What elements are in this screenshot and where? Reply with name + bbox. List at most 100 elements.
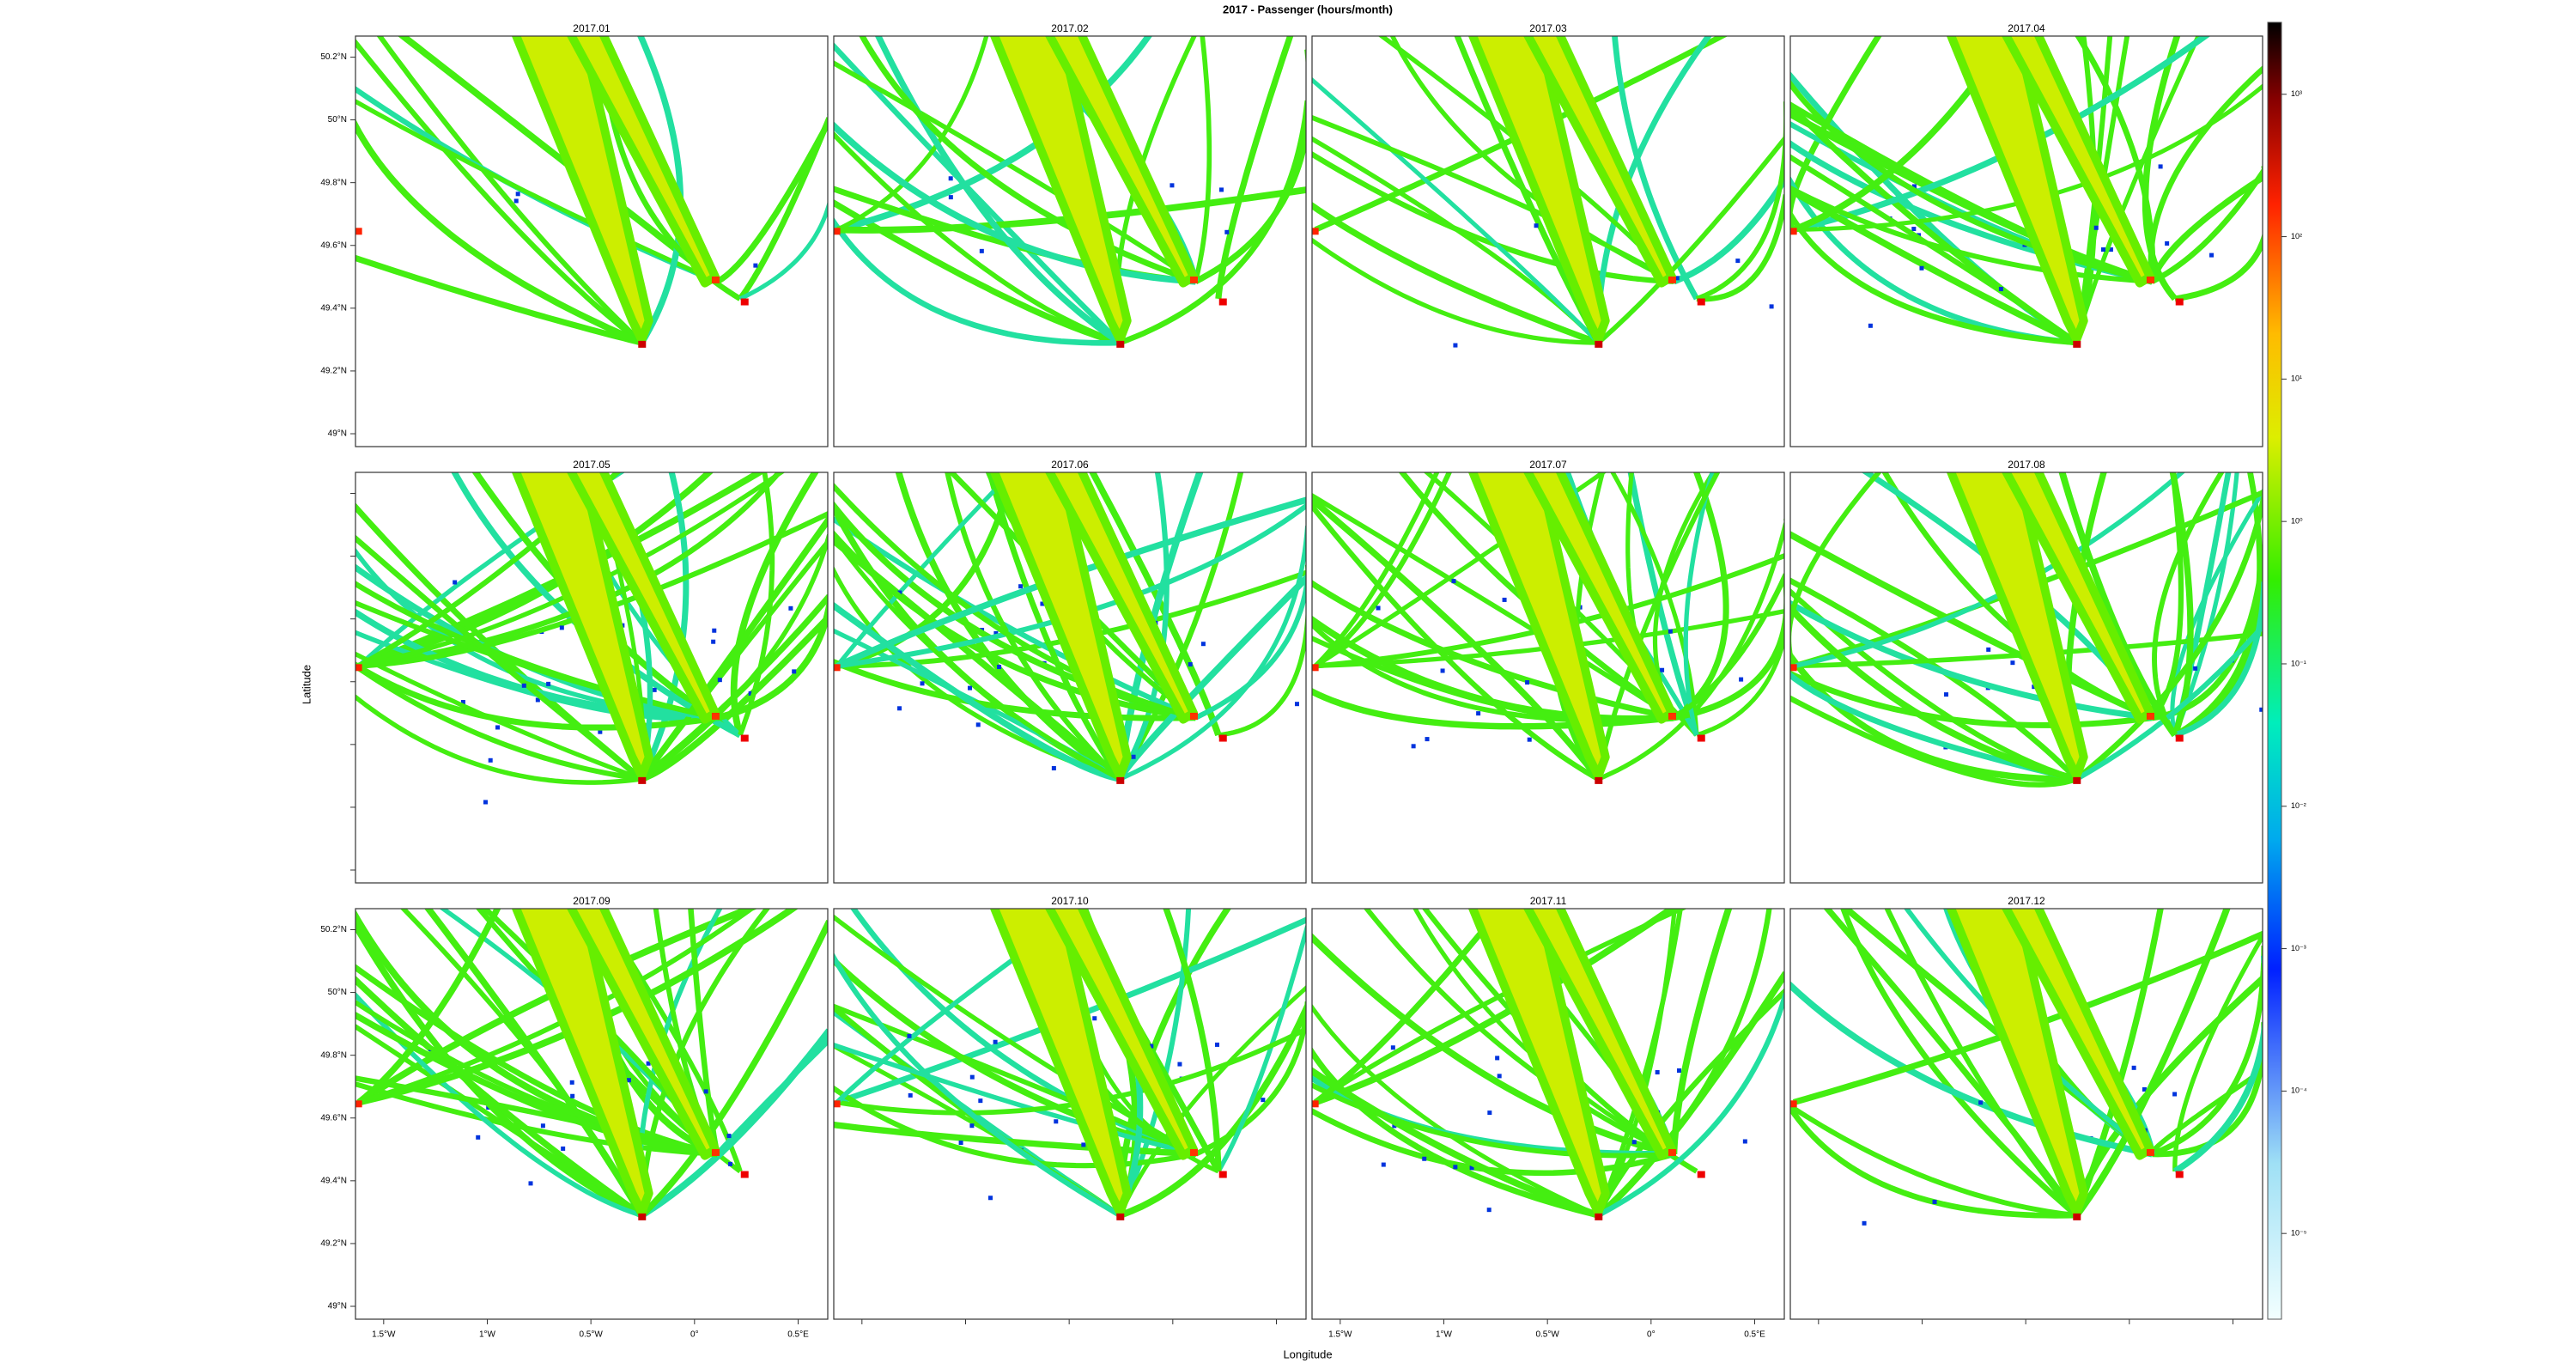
track-dot <box>948 176 953 181</box>
y-tick-label: 50°N <box>328 988 347 997</box>
shipping-lane <box>511 472 653 781</box>
figure-title: 2017 - Passenger (hours/month) <box>1223 3 1393 15</box>
shipping-lane <box>1467 36 1610 344</box>
track-dot <box>1149 1043 1154 1049</box>
ship-track <box>834 658 1196 721</box>
ship-track <box>834 952 1121 1218</box>
port-hotspot <box>355 1100 362 1108</box>
ship-track <box>1683 472 1715 736</box>
port-hotspot <box>1312 664 1319 672</box>
y-tick-label: 49.8°N <box>320 1050 347 1060</box>
track-dot <box>1215 1042 1220 1047</box>
track-dot <box>1381 1162 1386 1167</box>
port-hotspot <box>740 734 749 742</box>
ship-track <box>1596 992 1784 1218</box>
shipping-lane <box>989 36 1132 344</box>
panel-title: 2017.08 <box>2008 459 2045 471</box>
x-tick-label: 0° <box>1647 1330 1656 1340</box>
ship-track <box>2150 168 2263 284</box>
track-dot <box>1739 677 1744 682</box>
ship-track <box>1696 519 1784 738</box>
track-dot <box>1469 1165 1474 1171</box>
ship-track <box>1194 529 1306 721</box>
ship-track <box>835 36 989 232</box>
track-dot <box>1318 725 1322 729</box>
y-tick-label: 49°N <box>328 429 347 439</box>
track-dot <box>570 1093 575 1098</box>
port-hotspot <box>2073 340 2081 348</box>
track-dot <box>897 706 902 711</box>
track-dot <box>993 630 999 636</box>
panel-frame <box>1789 908 2263 1320</box>
port-hotspot <box>1790 1100 1797 1108</box>
x-axis-label: Longitude <box>1283 1348 1332 1360</box>
track-dot <box>1986 647 1991 652</box>
track-dot <box>967 685 972 691</box>
track-dot <box>1919 265 1924 271</box>
port-hotspot <box>1218 1171 1227 1178</box>
x-tick-label: 1.5°W <box>372 1330 396 1340</box>
track-dot <box>1978 1100 1984 1105</box>
y-tick-label: 49.2°N <box>320 1239 347 1249</box>
ship-track <box>355 1081 718 1157</box>
ship-track <box>1363 909 1675 1157</box>
track-layer <box>1790 36 2263 348</box>
track-dot <box>1453 343 1458 348</box>
ship-track <box>2150 472 2184 720</box>
ship-track <box>1116 575 1306 782</box>
ship-track <box>1118 984 1306 1217</box>
track-dot <box>728 1161 733 1166</box>
ship-track <box>1312 933 1675 1158</box>
port-hotspot <box>1697 734 1705 742</box>
ship-track <box>835 36 1153 234</box>
y-tick-label: 50.2°N <box>320 52 347 62</box>
ship-track <box>355 38 644 345</box>
ship-track <box>1389 36 1675 284</box>
port-hotspot <box>1595 776 1603 784</box>
track-layer <box>834 909 1306 1220</box>
track-dot <box>1376 605 1381 611</box>
ship-track <box>358 511 828 669</box>
track-dot <box>997 665 1002 670</box>
ship-track <box>1596 136 1784 345</box>
track-dot <box>958 1141 963 1146</box>
port-hotspot <box>711 276 720 283</box>
ship-track <box>1312 76 1601 344</box>
ship-track <box>738 117 828 301</box>
ship-track <box>355 534 644 782</box>
ship-track <box>1313 472 1440 668</box>
ship-track <box>357 472 714 670</box>
ship-track <box>1194 49 1306 284</box>
ship-track <box>1312 1082 1674 1159</box>
panel-frame <box>833 472 1307 884</box>
track-layer <box>1790 472 2263 788</box>
ship-track <box>1793 83 2263 233</box>
colorbar-tick-label: 10¹ <box>2291 374 2302 383</box>
ship-track <box>1612 36 1699 301</box>
track-dot <box>792 669 797 674</box>
ship-track <box>1790 599 2153 721</box>
panel-title: 2017.07 <box>1529 459 1567 471</box>
y-tick-label: 49.4°N <box>320 1176 347 1185</box>
track-dot <box>569 1080 574 1085</box>
x-tick-label: 0.5°W <box>1535 1330 1559 1340</box>
ship-track <box>836 502 1306 669</box>
ship-track <box>639 472 690 781</box>
panel-frame <box>1789 472 2263 884</box>
ship-track <box>356 909 758 1105</box>
track-dot <box>748 691 753 696</box>
ship-track <box>1790 671 2078 782</box>
map-panel: 2017.03 <box>1311 22 1785 447</box>
port-hotspot <box>1668 276 1676 283</box>
map-panel: 2017.08 <box>1789 459 2263 884</box>
y-tick-label: 49.8°N <box>320 178 347 187</box>
track-dot <box>712 628 717 633</box>
track-dot <box>1674 276 1680 281</box>
map-panel: 2017.02 <box>833 22 1307 447</box>
panel-frame <box>355 908 829 1320</box>
port-hotspot <box>740 1171 749 1178</box>
ship-track <box>355 651 643 782</box>
track-dot <box>1487 1110 1492 1116</box>
ship-track <box>1790 154 2079 345</box>
track-dot <box>2281 1104 2286 1109</box>
